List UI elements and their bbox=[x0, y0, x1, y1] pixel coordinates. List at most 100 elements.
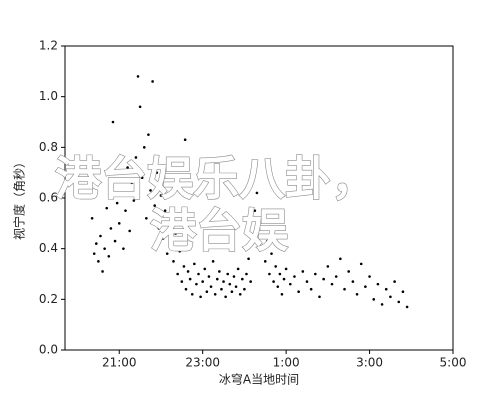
point bbox=[278, 272, 282, 276]
point bbox=[268, 272, 271, 276]
point bbox=[195, 282, 198, 286]
point bbox=[163, 209, 167, 212]
point bbox=[272, 280, 275, 283]
point bbox=[257, 227, 261, 230]
x-tick-label: 23:00 bbox=[185, 356, 220, 370]
point bbox=[176, 272, 179, 276]
point bbox=[288, 282, 292, 286]
point bbox=[226, 272, 230, 276]
point bbox=[142, 146, 146, 149]
point bbox=[174, 232, 177, 235]
point bbox=[241, 277, 244, 281]
point bbox=[151, 80, 154, 83]
point bbox=[259, 247, 263, 250]
point bbox=[94, 242, 98, 245]
point bbox=[147, 133, 150, 136]
point bbox=[159, 194, 163, 197]
point bbox=[245, 272, 248, 276]
point bbox=[126, 166, 129, 169]
point bbox=[165, 252, 169, 256]
point bbox=[380, 303, 384, 306]
point bbox=[145, 216, 148, 220]
point bbox=[293, 275, 296, 278]
point bbox=[384, 287, 388, 291]
point bbox=[236, 267, 240, 271]
point bbox=[334, 275, 338, 278]
point bbox=[140, 176, 144, 180]
point bbox=[138, 105, 142, 109]
point bbox=[201, 280, 204, 283]
point bbox=[218, 270, 221, 273]
point bbox=[211, 260, 215, 263]
point bbox=[161, 237, 165, 240]
point bbox=[153, 204, 156, 207]
point bbox=[109, 227, 113, 230]
point bbox=[105, 206, 109, 210]
point bbox=[284, 267, 288, 271]
point bbox=[124, 209, 127, 212]
point bbox=[234, 285, 238, 288]
x-tick-label: 3:00 bbox=[356, 356, 383, 370]
point bbox=[111, 120, 115, 124]
point bbox=[397, 300, 401, 304]
point bbox=[405, 305, 409, 309]
point bbox=[92, 252, 96, 256]
y-tick-label: 0.2 bbox=[39, 292, 58, 306]
point bbox=[247, 257, 250, 261]
point bbox=[136, 75, 140, 78]
point bbox=[228, 282, 232, 286]
point bbox=[213, 292, 217, 296]
point bbox=[168, 222, 171, 225]
point bbox=[172, 260, 175, 263]
point bbox=[178, 249, 182, 253]
point bbox=[107, 254, 111, 258]
point bbox=[197, 272, 200, 276]
y-tick-label: 0.4 bbox=[39, 241, 58, 255]
point bbox=[205, 290, 209, 294]
point bbox=[251, 234, 255, 238]
y-tick-label: 1.2 bbox=[39, 39, 58, 53]
watermark: 港台娱 bbox=[150, 204, 288, 258]
point bbox=[130, 181, 134, 185]
point bbox=[120, 191, 123, 195]
point bbox=[134, 156, 138, 159]
point bbox=[330, 282, 334, 286]
point bbox=[339, 257, 342, 261]
point bbox=[355, 292, 359, 296]
point bbox=[190, 292, 194, 296]
point bbox=[309, 287, 313, 291]
point bbox=[326, 265, 330, 268]
x-axis-label: 冰穹A当地时间 bbox=[219, 372, 299, 387]
point bbox=[243, 287, 246, 291]
point bbox=[209, 285, 213, 288]
point bbox=[351, 280, 355, 283]
point bbox=[276, 285, 280, 288]
point bbox=[393, 280, 396, 283]
point bbox=[314, 272, 317, 276]
x-tick-label: 1:00 bbox=[273, 356, 300, 370]
x-tick-label: 5:00 bbox=[440, 356, 467, 370]
point bbox=[359, 262, 363, 266]
point bbox=[364, 285, 367, 288]
y-tick-label: 0.8 bbox=[39, 140, 58, 154]
point bbox=[220, 287, 223, 291]
point bbox=[389, 295, 392, 299]
point bbox=[117, 222, 121, 225]
point bbox=[230, 290, 234, 294]
point bbox=[238, 292, 242, 296]
point bbox=[113, 239, 117, 243]
point bbox=[282, 277, 286, 281]
point bbox=[301, 270, 305, 273]
point bbox=[183, 138, 187, 142]
point bbox=[222, 280, 225, 283]
y-tick-label: 1.0 bbox=[39, 89, 58, 103]
point bbox=[376, 282, 380, 286]
point bbox=[232, 275, 236, 278]
point bbox=[97, 260, 100, 263]
point bbox=[261, 216, 265, 220]
point bbox=[253, 209, 257, 212]
point bbox=[155, 171, 159, 174]
point bbox=[280, 292, 284, 296]
point bbox=[215, 277, 219, 281]
point bbox=[401, 290, 405, 294]
